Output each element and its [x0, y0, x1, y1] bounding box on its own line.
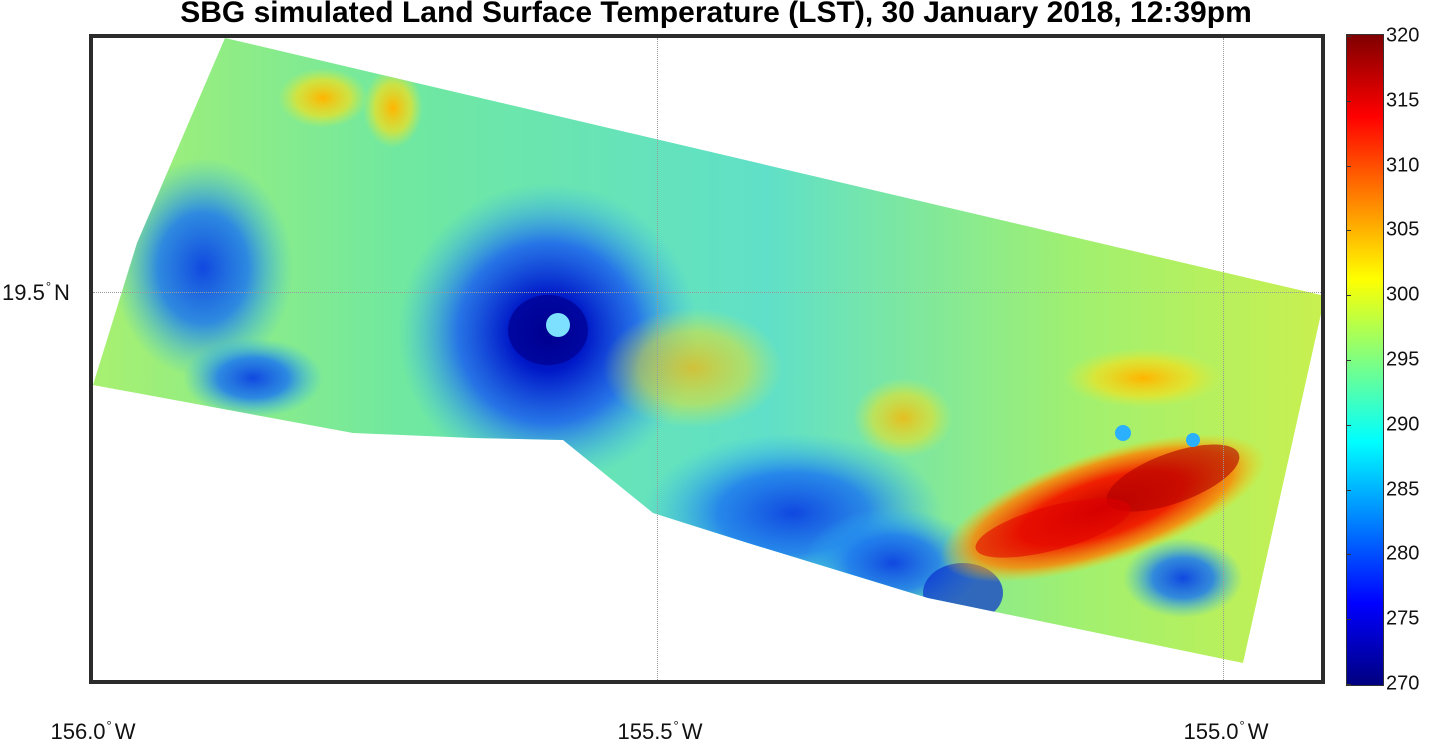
colorbar-tick-mark: [1346, 684, 1351, 685]
colorbar-tick-label: 275: [1386, 607, 1420, 630]
colorbar-tick-mark: [1346, 165, 1351, 167]
lon-degree: °: [106, 718, 112, 733]
lon-value: 155.5: [617, 719, 673, 744]
colorbar-tick-mark: [1346, 360, 1351, 361]
colorbar-tick-label: 290: [1386, 413, 1420, 436]
lon-value: 155.0: [1183, 719, 1239, 744]
colorbar-tick-label: 280: [1386, 542, 1420, 565]
colorbar-tick-label: 270: [1386, 672, 1420, 695]
parallel-19-5: [93, 292, 1321, 293]
lat-label-19-5: 19.5° N: [2, 279, 70, 306]
map-title: SBG simulated Land Surface Temperature (…: [180, 0, 1252, 29]
lon-hemisphere: W: [1247, 719, 1269, 744]
colorbar-tick-mark: [1346, 230, 1351, 232]
lon-label-155-0: 155.0° W: [1183, 718, 1268, 745]
colorbar-tick-label: 295: [1386, 348, 1420, 371]
meridian-155-0: [1223, 38, 1224, 680]
lon-label-155-5: 155.5° W: [617, 718, 702, 745]
colorbar-tick-label: 305: [1386, 218, 1420, 241]
lat-degree: °: [45, 279, 52, 294]
lon-hemisphere: W: [114, 719, 136, 744]
colorbar-tick-label: 315: [1386, 89, 1420, 112]
colorbar-tick-mark: [1346, 489, 1351, 491]
lon-degree: °: [673, 718, 679, 733]
lat-hemisphere: N: [54, 280, 70, 305]
lst-image-swath: [93, 38, 1321, 663]
lat-value: 19.5: [2, 280, 45, 305]
lst-map-panel[interactable]: [89, 34, 1325, 684]
lon-hemisphere: W: [681, 719, 703, 744]
colorbar-tick-label: 310: [1386, 154, 1420, 177]
lon-degree: °: [1239, 718, 1245, 733]
colorbar-tick-mark: [1346, 619, 1351, 621]
meridian-155-5: [657, 38, 658, 680]
colorbar-tick-mark: [1346, 554, 1351, 556]
colorbar-tick-mark: [1346, 424, 1351, 426]
colorbar-tick-label: 320: [1386, 24, 1420, 47]
colorbar-tick-label: 300: [1386, 283, 1420, 306]
temperature-colorbar: [1346, 34, 1384, 686]
lon-label-156-0: 156.0° W: [50, 718, 135, 745]
colorbar-tick-label: 285: [1386, 478, 1420, 501]
lon-value: 156.0: [50, 719, 106, 744]
colorbar-tick-mark: [1346, 36, 1351, 37]
colorbar-tick-mark: [1346, 295, 1351, 297]
colorbar-tick-mark: [1346, 100, 1351, 102]
